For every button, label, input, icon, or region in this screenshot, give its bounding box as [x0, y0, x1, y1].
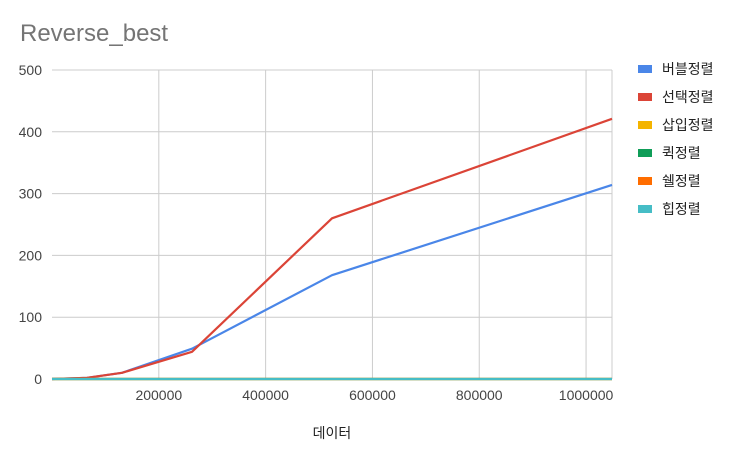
legend-swatch	[638, 177, 652, 185]
y-tick-label: 500	[19, 62, 43, 78]
y-tick-label: 400	[19, 124, 43, 140]
y-tick-label: 0	[34, 371, 42, 387]
grid-lines	[52, 69, 613, 379]
legend-swatch	[638, 65, 652, 73]
x-tick-label: 1000000	[559, 387, 614, 403]
series-lines	[51, 117, 613, 381]
y-axis-ticks: 0 100 200 300 400 500	[19, 62, 43, 387]
x-tick-label: 800000	[456, 387, 503, 403]
legend-label: 힙정렬	[662, 202, 701, 218]
x-tick-label: 600000	[349, 387, 396, 403]
x-axis-label: 데이터	[313, 426, 352, 442]
legend-swatch	[638, 205, 652, 213]
x-axis-ticks: 200000 400000 600000 800000 1000000	[135, 387, 613, 403]
legend-label: 삽입정렬	[662, 118, 714, 134]
series-line-1	[51, 117, 613, 381]
y-tick-label: 200	[19, 247, 43, 263]
chart-title: Reverse_best	[20, 20, 169, 47]
x-tick-label: 400000	[242, 387, 289, 403]
legend-swatch	[638, 93, 652, 101]
legend-swatch	[638, 149, 652, 157]
y-tick-label: 300	[19, 186, 43, 202]
x-tick-label: 200000	[135, 387, 182, 403]
legend-label: 퀵정렬	[662, 146, 701, 162]
legend-swatch	[638, 121, 652, 129]
legend-label: 쉘정렬	[662, 174, 701, 190]
y-tick-label: 100	[19, 309, 43, 325]
legend-label: 선택정렬	[662, 90, 714, 106]
legend-label: 버블정렬	[662, 62, 714, 78]
series-line-0	[51, 183, 613, 381]
